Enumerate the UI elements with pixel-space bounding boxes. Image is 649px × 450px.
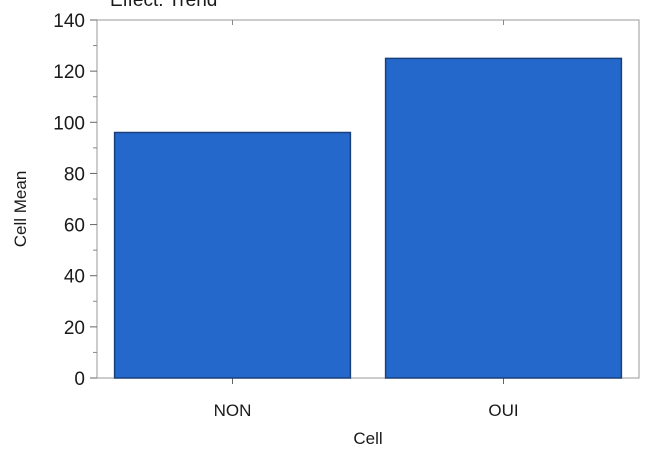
x-axis: NON OUI: [214, 20, 519, 420]
x-axis-title: Cell: [353, 429, 382, 448]
y-tick-label: 40: [64, 267, 85, 288]
bars: [113, 57, 623, 379]
y-tick-label: 0: [74, 369, 85, 390]
x-tick-label: NON: [214, 401, 252, 420]
x-tick-label: OUI: [488, 401, 518, 420]
y-tick-label: 120: [53, 62, 85, 83]
y-tick-label: 20: [64, 318, 85, 339]
y-axis: 0 20 40 60 80 100 120 140: [53, 11, 97, 390]
y-tick-label: 100: [53, 113, 85, 134]
chart-title: Effect: Trend: [110, 0, 217, 11]
bar-non: [113, 131, 352, 379]
bar-oui: [384, 57, 623, 379]
y-tick-label: 140: [53, 11, 85, 32]
y-axis-title: Cell Mean: [11, 171, 30, 248]
y-tick-label: 80: [64, 164, 85, 185]
y-tick-label: 60: [64, 216, 85, 237]
